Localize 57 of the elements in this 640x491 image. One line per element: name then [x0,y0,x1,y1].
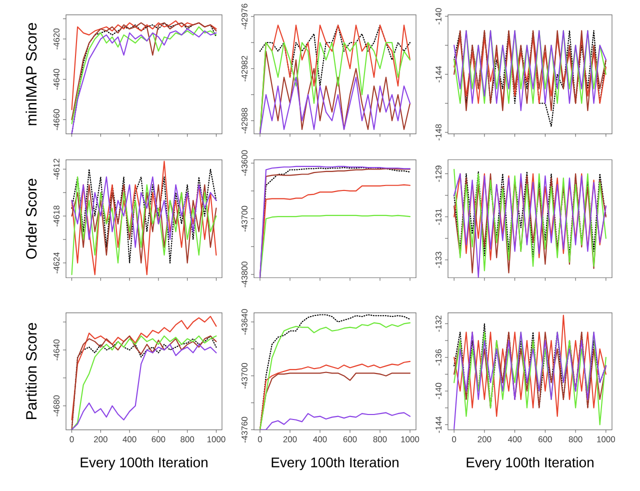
x-axis-title: Every 100th Iteration [80,457,208,470]
x-tick-label: 800 [373,436,387,442]
x-axis-title: Every 100th Iteration [466,457,594,470]
y-tick-label: -144 [436,416,442,433]
y-tick-label: -4620 [53,28,60,50]
y-tick-label: -43800 [241,262,248,288]
x-tick-label: 400 [313,436,327,442]
x-tick-label: 200 [94,436,108,442]
y-tick-label: -4640 [53,68,60,90]
y-tick-label: -42982 [241,56,248,82]
line-series [454,314,606,417]
y-tick-label: -43760 [241,417,248,443]
x-tick-label: 400 [508,436,522,442]
y-tick-label: -132 [435,316,442,332]
x-tick-label: 800 [180,436,194,442]
y-tick-label: -133 [435,252,442,268]
y-axis-title: minIMAP Score [26,23,37,126]
x-tick-label: 200 [283,436,297,442]
x-tick-label: 600 [152,436,166,442]
y-tick-label: -148 [435,124,442,141]
y-tick-label: -42976 [241,4,248,30]
x-axis-title: Every 100th Iteration [272,457,398,470]
y-tick-label: -144 [436,66,442,82]
line-series [71,316,217,420]
y-tick-label: -43640 [241,309,248,335]
x-tick-label: 0 [70,436,74,442]
x-tick-label: 0 [452,436,456,442]
x-tick-label: 1000 [207,436,226,442]
x-tick-label: 1000 [597,436,616,442]
y-tick-label: -4660 [53,109,60,130]
y-tick-label: -140 [435,383,442,400]
x-tick-label: 400 [122,436,136,442]
y-tick-label: -4640 [53,340,60,361]
y-tick-label: -129 [435,166,442,182]
x-tick-label: 600 [343,436,357,442]
line-series [71,168,217,264]
x-tick-label: 800 [568,436,582,442]
line-series [71,184,217,264]
x-tick-label: 1000 [401,436,420,442]
y-axis-title: Order Score [26,178,37,259]
line-series [71,176,217,248]
y-tick-label: -43700 [241,363,248,389]
x-tick-label: 200 [478,436,492,442]
y-tick-label: -43700 [241,206,248,232]
y-axis-title: Partition Score [26,323,37,420]
y-tick-label: -4680 [53,395,60,416]
y-tick-label: -136 [435,349,442,366]
y-tick-label: -4612 [53,158,60,180]
x-tick-label: 0 [258,436,262,442]
y-tick-label: -140 [435,8,442,24]
y-tick-label: -4624 [53,252,60,274]
line-series [259,24,411,87]
y-tick-label: -131 [435,208,442,226]
y-tick-label: -4618 [53,206,60,227]
y-tick-label: -43600 [241,150,248,176]
y-tick-label: -42988 [241,108,248,134]
x-tick-label: 600 [538,436,552,442]
